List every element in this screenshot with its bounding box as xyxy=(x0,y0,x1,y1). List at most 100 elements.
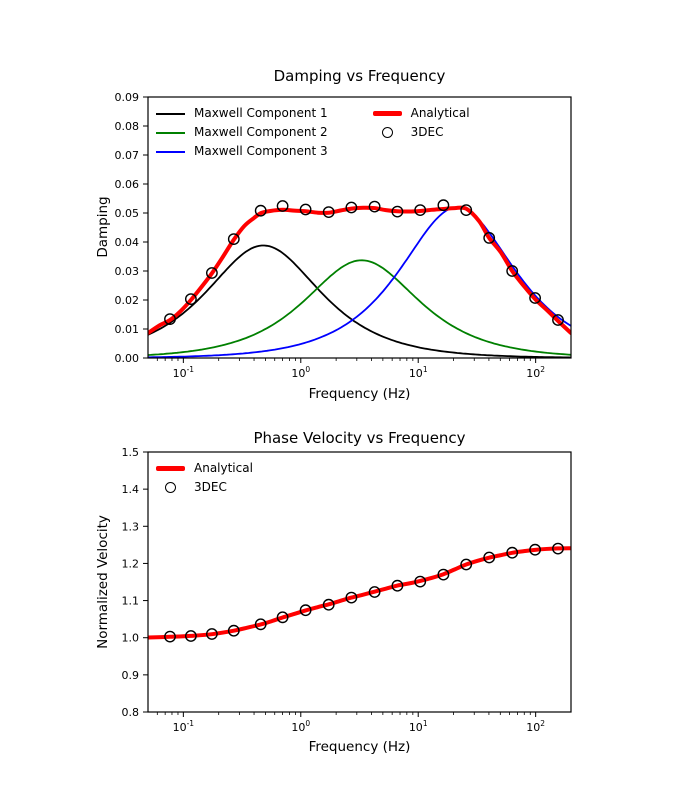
top-legend-col-2: Analytical 3DEC xyxy=(372,104,470,142)
3dec-point xyxy=(437,199,450,212)
3dec-point xyxy=(414,575,427,588)
3dec-point xyxy=(506,546,519,559)
legend-entry-analytical: Analytical xyxy=(156,459,253,478)
svg-text:1.5: 1.5 xyxy=(122,446,140,459)
svg-text:101: 101 xyxy=(409,719,428,734)
legend-label: 3DEC xyxy=(410,125,444,139)
legend-label: Maxwell Component 1 xyxy=(194,106,328,120)
legend-label: 3DEC xyxy=(194,480,227,494)
3dec-point xyxy=(164,630,176,643)
svg-text:0.08: 0.08 xyxy=(115,120,140,133)
bottom-chart-xlabel: Frequency (Hz) xyxy=(308,739,411,755)
bottom-legend: Analytical 3DEC xyxy=(156,459,253,497)
legend-entry-analytical: Analytical xyxy=(372,104,470,123)
3dec-point xyxy=(276,611,289,624)
svg-text:0.09: 0.09 xyxy=(115,91,140,104)
svg-text:0.06: 0.06 xyxy=(115,178,140,191)
top-legend-col-1: Maxwell Component 1 Maxwell Component 2 … xyxy=(156,104,328,161)
svg-text:0.00: 0.00 xyxy=(115,352,140,365)
svg-text:102: 102 xyxy=(526,719,545,734)
3dec-point xyxy=(460,558,473,571)
legend-entry-maxwell-3: Maxwell Component 3 xyxy=(156,142,328,161)
chart-0-axes-frame xyxy=(147,96,572,359)
3dec-point xyxy=(227,624,240,637)
top-chart-xlabel: Frequency (Hz) xyxy=(308,386,411,402)
top-chart-ylabel: Damping xyxy=(95,196,111,258)
maxwell-1-line-swatch xyxy=(156,112,185,115)
3dec-point xyxy=(299,604,312,617)
3dec-point xyxy=(205,628,218,640)
chart-0-axis-ticks xyxy=(143,96,537,363)
circle-marker-icon xyxy=(381,127,393,138)
3dec-point xyxy=(391,579,404,592)
svg-text:0.9: 0.9 xyxy=(122,669,140,682)
top-chart-title: Damping vs Frequency xyxy=(273,67,446,85)
3dec-point xyxy=(552,314,564,326)
maxwell-component-1-line xyxy=(148,244,571,358)
svg-text:1.2: 1.2 xyxy=(122,557,140,570)
chart-0-tick-labels: 0.00 0.01 0.02 0.03 0.04 0.05 0.06 0.07 0.08 0.09… xyxy=(115,91,546,380)
3dec-point xyxy=(299,203,312,216)
bottom-legend-col: Analytical 3DEC xyxy=(156,459,253,497)
chart-1-curves xyxy=(148,546,571,640)
3dec-point xyxy=(322,206,335,219)
svg-text:0.8: 0.8 xyxy=(122,706,140,719)
3dec-point xyxy=(414,204,427,217)
3dec-point xyxy=(529,292,541,304)
3dec-point xyxy=(254,204,267,217)
chart-1-3dec-markers xyxy=(164,542,564,643)
3dec-point xyxy=(164,313,176,325)
svg-text:101: 101 xyxy=(409,365,428,380)
maxwell-component-2-line xyxy=(148,259,571,356)
svg-text:1.0: 1.0 xyxy=(122,632,140,645)
chart-1-tick-labels: 0.8 0.9 1.0 1.1 1.2 1.3 1.4 1.5 10-1 100 101 102 xyxy=(122,446,546,734)
3dec-point xyxy=(483,231,496,244)
3dec-point xyxy=(205,267,218,279)
3dec-point xyxy=(552,542,564,555)
chart-1-axes-frame xyxy=(147,451,572,713)
svg-text:0.01: 0.01 xyxy=(115,323,140,336)
3dec-point xyxy=(483,551,496,564)
maxwell-3-line-swatch xyxy=(156,150,185,153)
3dec-point xyxy=(184,630,197,642)
legend-label: Analytical xyxy=(194,461,253,475)
3dec-point xyxy=(391,205,404,218)
svg-text:1.1: 1.1 xyxy=(122,595,140,608)
svg-text:10-1: 10-1 xyxy=(173,719,195,734)
maxwell-component-3-line xyxy=(148,206,571,358)
legend-label: Analytical xyxy=(410,106,470,120)
legend-label: Maxwell Component 3 xyxy=(194,144,328,158)
3dec-point xyxy=(345,591,358,604)
3dec-point xyxy=(529,543,541,556)
3dec-point xyxy=(506,265,519,277)
legend-label: Maxwell Component 2 xyxy=(194,125,328,139)
3dec-point xyxy=(254,618,267,631)
3dec-point xyxy=(227,233,240,246)
svg-text:10-1: 10-1 xyxy=(173,365,195,380)
svg-text:1.3: 1.3 xyxy=(122,520,140,533)
3dec-point xyxy=(184,293,197,305)
svg-text:100: 100 xyxy=(291,719,310,734)
3dec-point xyxy=(368,200,381,213)
analytical-line xyxy=(148,546,571,640)
svg-text:0.05: 0.05 xyxy=(115,207,140,220)
chart-0-curves xyxy=(148,205,571,358)
circle-marker-icon xyxy=(165,482,176,493)
analytical-line-swatch xyxy=(372,111,402,116)
legend-entry-3dec: 3DEC xyxy=(373,123,470,142)
chart-0-3dec-markers xyxy=(164,199,564,326)
3dec-point xyxy=(368,586,381,598)
svg-text:0.03: 0.03 xyxy=(115,265,140,278)
svg-text:0.07: 0.07 xyxy=(115,149,140,162)
maxwell-2-line-swatch xyxy=(156,131,185,134)
bottom-chart-title: Phase Velocity vs Frequency xyxy=(253,429,466,447)
svg-text:0.02: 0.02 xyxy=(115,294,140,307)
top-legend: Maxwell Component 1 Maxwell Component 2 … xyxy=(156,104,470,161)
chart-0: 0.00 0.01 0.02 0.03 0.04 0.05 0.06 0.07 0.08 0.09… xyxy=(115,91,572,380)
legend-entry-maxwell-2: Maxwell Component 2 xyxy=(156,123,328,142)
svg-text:0.04: 0.04 xyxy=(115,236,140,249)
chart-1: 0.8 0.9 1.0 1.1 1.2 1.3 1.4 1.5 10-1 100 101 102 xyxy=(122,446,572,734)
3dec-point xyxy=(276,200,289,212)
